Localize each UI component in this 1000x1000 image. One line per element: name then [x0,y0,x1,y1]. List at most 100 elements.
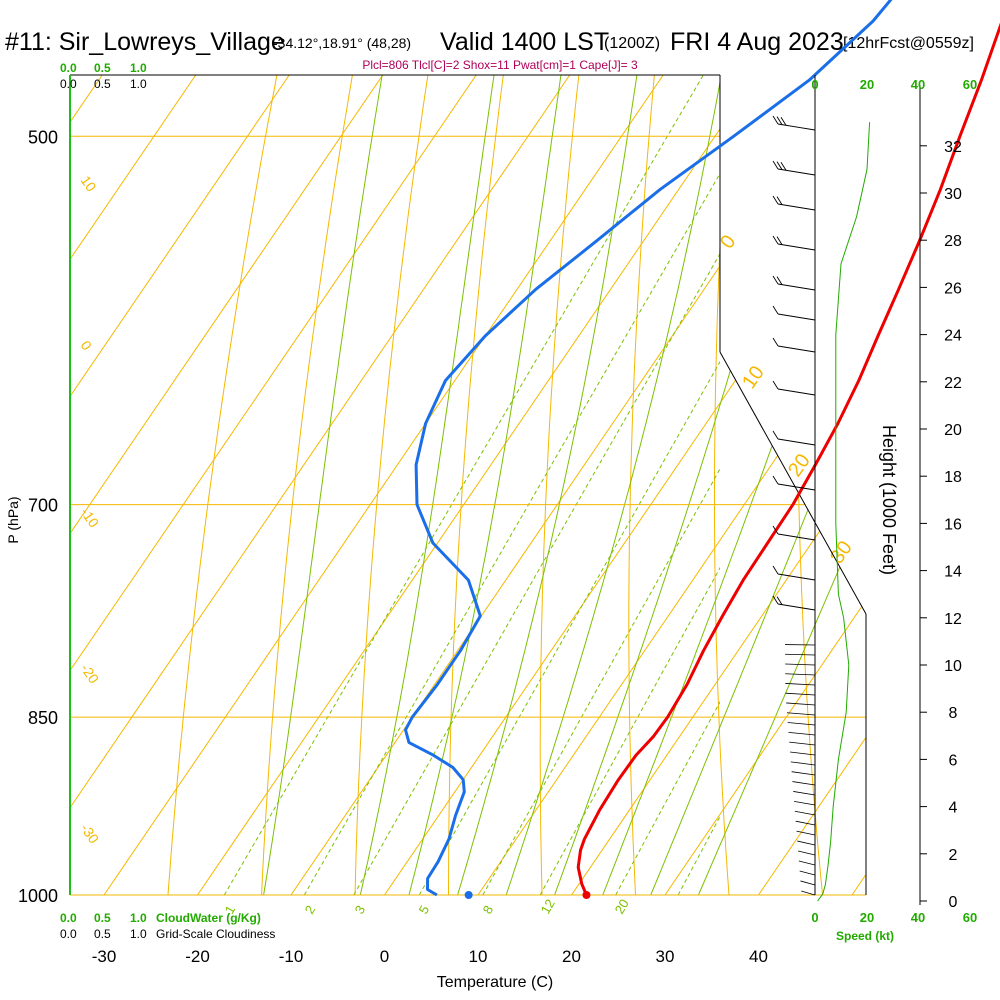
parcel-indices: Plcl=806 Tlcl[C]=2 Shox=11 Pwat[cm]=1 Ca… [362,58,638,72]
wind-barb [777,533,816,541]
wind-barbs [772,115,816,896]
speed-tick-label-top: 20 [860,77,874,92]
wind-barb [797,840,816,846]
isotherm-label: -10 [78,505,103,531]
height-tick-label: 8 [949,705,958,722]
speed-tick-label-bottom: 20 [860,910,874,925]
isotherm-label: 0 [78,338,96,354]
wind-barb [777,603,816,611]
moist-adiabat-line [394,75,692,895]
isotherm-label: 30 [826,537,857,568]
dry-adiabat-line [956,0,1000,948]
temperature-tick-label: -30 [92,947,117,966]
valid-date: FRI 4 Aug 2023 [670,28,844,56]
valid-time: Valid 1400 LST [440,28,609,56]
wind-barb [785,663,816,666]
height-tick-label: 26 [944,280,962,297]
wind-barb [794,810,816,816]
mixing-ratio-line [223,75,704,895]
cloudiness-scale-bottom: 0.0 [60,927,77,941]
wind-barb-flag [772,305,779,315]
isotherm-lines [0,75,866,895]
dry-adiabat-line [628,75,763,895]
wind-barb [777,388,816,396]
wind-barb-flag [776,161,783,170]
moist-adiabat-line [347,75,634,895]
mixing-ratio-line [482,467,720,895]
plot-frame [69,74,867,895]
mixing-ratio-line [303,172,720,895]
temperature-tick-label: -20 [185,947,210,966]
wind-barb [788,731,816,736]
pressure-tick-label: 1000 [18,886,58,906]
dry-adiabat-line [258,75,514,895]
height-tick-label: 16 [944,516,962,533]
speed-tick-label-top: 40 [911,77,925,92]
isotherm-line [70,75,197,895]
dry-adiabat-line [163,75,452,895]
forecast-label: [12hrFcst@0559z] [843,35,974,52]
temperature-axis: -30 -20 -10 0 10 20 30 40 [92,947,768,966]
dry-adiabat-line [539,75,700,895]
chart-header: #11: Sir_Lowreys_Village -34.12°,18.91° … [5,28,974,72]
cloudwater-scale-top: 0.5 [94,61,111,75]
temperature-tick-label: -10 [279,947,304,966]
isotherm-line [477,75,866,895]
mixing-ratio-label: 5 [416,903,433,917]
pressure-tick-label: 500 [28,127,58,147]
mixing-ratio-label: 12 [538,896,558,916]
moist-adiabat-line [534,75,866,895]
pressure-tick-label: 700 [28,496,58,516]
isotherm-line [70,75,103,895]
wind-barb [801,890,816,896]
wind-barb [786,712,816,716]
temperature-tick-label: 20 [562,947,581,966]
wind-barb [786,702,816,706]
isotherm-line [103,75,664,895]
wind-barb [777,573,816,581]
speed-tick-label-bottom: 60 [963,910,977,925]
isotherm-line [0,75,9,895]
moist-adiabat-line [487,75,843,895]
cloudwater-scale-bottom: 1.0 [130,911,147,925]
wind-barb-flag [780,116,787,126]
wind-barb-flag [776,116,783,125]
pressure-tick-label: 850 [28,708,58,728]
height-tick-label: 30 [944,186,962,203]
wind-barb-flag [776,276,783,285]
temperature-tick-label: 10 [469,947,488,966]
cloudiness-scale-top: 0.0 [60,77,77,91]
isotherm-line [384,75,866,895]
wind-barb [796,830,816,836]
wind-barb [777,168,816,176]
wind-barb-flag [772,475,779,485]
speed-tick-label-bottom: 40 [911,910,925,925]
wind-speed-profile [817,122,871,902]
mixing-ratio-label: 2 [302,903,319,917]
height-tick-label: 0 [949,894,958,911]
height-tick-label: 20 [944,422,962,439]
wind-barb [792,781,816,786]
height-tick-label: 24 [944,328,962,345]
cloudiness-scale-bottom: 0.5 [94,927,111,941]
dry-adiabat-line [353,75,576,895]
wind-barb-flag [772,595,779,605]
sounding-profiles [404,0,1000,899]
height-tick-label: 4 [949,800,958,817]
station-coords: -34.12°,18.91° (48,28) [273,35,411,51]
wind-barb [789,741,816,746]
height-tick-label: 10 [944,658,962,675]
surface-temperature-point [582,891,591,899]
speed-axis-label: Speed (kt) [836,929,894,943]
wind-barb [789,751,816,756]
temperature-line [576,22,1000,896]
mixing-ratio-label: 3 [352,903,369,917]
height-tick-label: 12 [944,611,962,628]
pressure-axis: 2503004005007008501000 [18,127,58,906]
moist-adiabat-line [254,75,540,895]
temperature-axis-label: Temperature (C) [437,974,553,991]
wind-barb [777,345,816,353]
